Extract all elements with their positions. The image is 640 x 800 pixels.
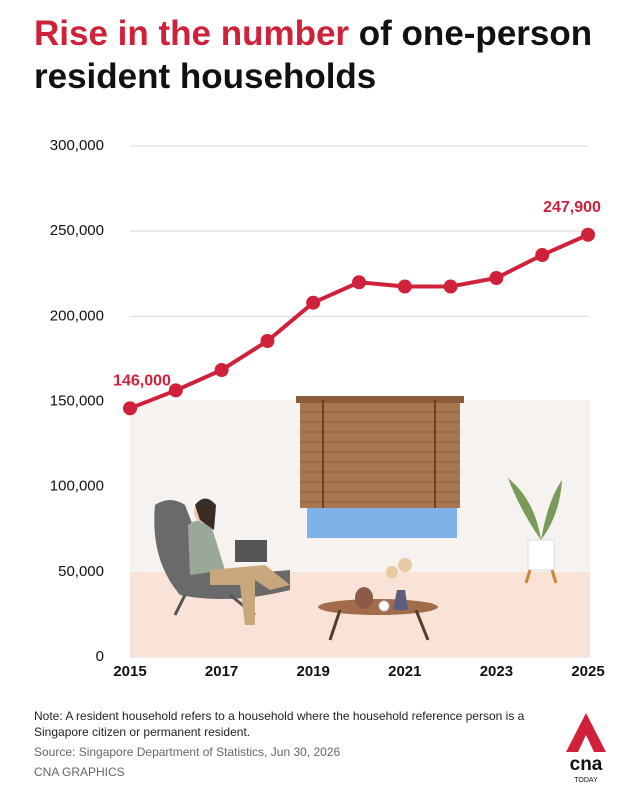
y-tick-label: 300,000 [50,137,104,154]
x-tick-label: 2021 [388,663,421,680]
x-tick-label: 2019 [297,663,330,680]
source: Source: Singapore Department of Statisti… [34,745,341,759]
data-point [214,362,229,377]
title-rest: of one-person resident households [34,14,593,96]
y-tick-label: 250,000 [50,222,104,239]
series-line [129,232,589,411]
data-point [489,271,504,286]
y-tick-label: 200,000 [50,307,104,324]
data-point [352,275,366,290]
y-tick-label: 50,000 [58,563,104,580]
illustration [130,396,590,657]
credit: CNA GRAPHICS [34,765,125,779]
data-point [260,334,275,349]
data-point [397,279,412,294]
data-point [168,383,183,398]
chart-title: Rise in the number of one-person residen… [34,12,594,98]
x-tick-label: 2017 [205,663,238,680]
data-point [535,248,550,263]
note: Note: A resident household refers to a h… [34,709,525,739]
data-point [123,401,137,416]
value-label: 146,000 [113,373,171,390]
y-tick-label: 0 [96,648,104,665]
x-tick-label: 2015 [113,663,146,680]
x-tick-label: 2025 [571,663,604,680]
footer: Note: A resident household refers to a h… [34,708,534,780]
data-point [443,279,458,294]
y-tick-label: 100,000 [50,478,104,495]
value-label: 247,900 [543,199,601,216]
data-point [581,227,595,242]
title-highlight: Rise in the number [34,14,350,53]
x-tick-label: 2023 [480,663,513,680]
data-point [306,295,321,310]
y-tick-label: 150,000 [50,392,104,409]
